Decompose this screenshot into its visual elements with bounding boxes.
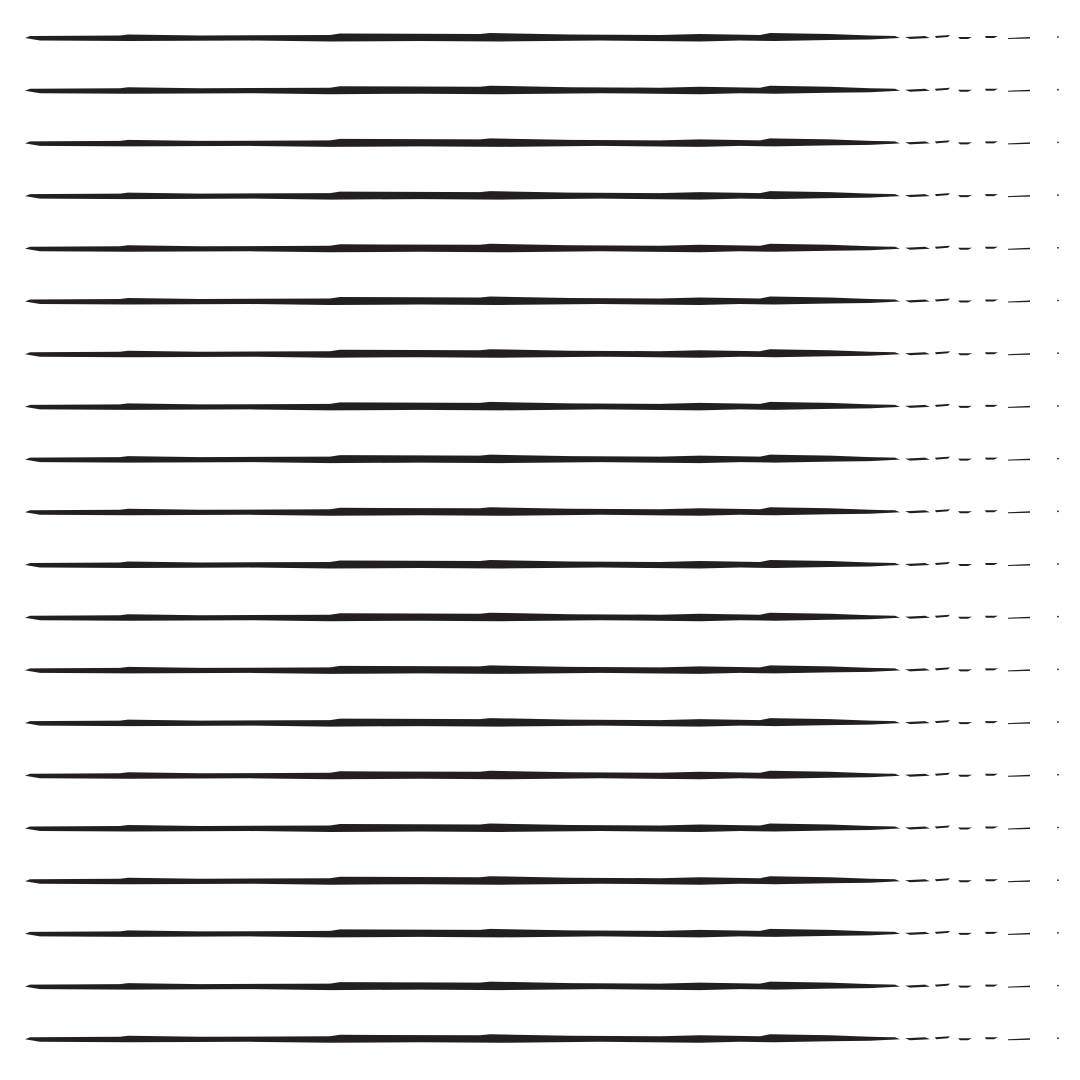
brush-stroke [25, 876, 1059, 885]
brush-stroke [25, 454, 1059, 464]
brush-stroke [25, 981, 1059, 991]
brush-stroke [25, 1034, 1059, 1043]
brush-stroke [25, 718, 1059, 727]
brush-stroke [25, 612, 1059, 622]
brush-stroke [25, 560, 1059, 569]
brush-stroke [25, 33, 1059, 42]
brush-stroke [25, 401, 1059, 411]
brush-stroke [25, 191, 1059, 200]
brush-stroke [25, 665, 1059, 674]
brush-stroke [25, 85, 1059, 95]
brush-stroke [25, 507, 1059, 516]
brush-stroke [25, 823, 1059, 832]
brush-stroke [25, 770, 1059, 780]
brush-stroke [25, 928, 1059, 938]
brush-stroke [25, 349, 1059, 358]
brush-stroke [25, 138, 1059, 147]
brush-stroke [25, 296, 1059, 305]
brush-stroke [25, 243, 1059, 253]
